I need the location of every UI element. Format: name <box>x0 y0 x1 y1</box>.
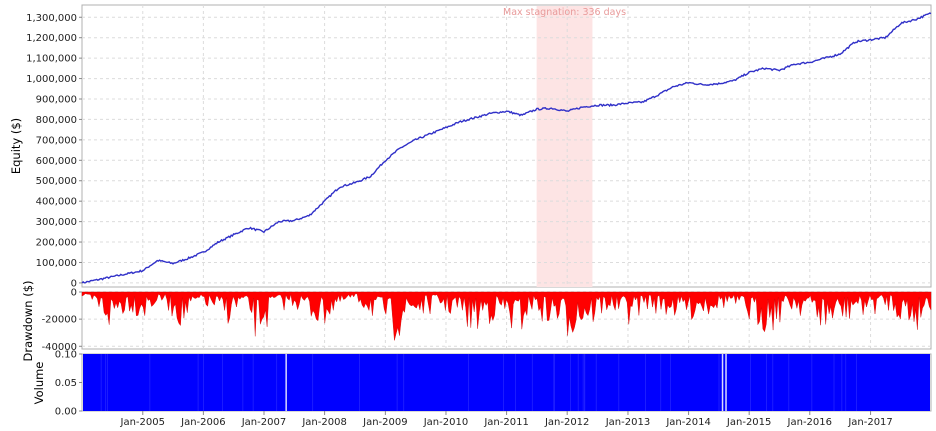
equity-tick-label: 1,100,000 <box>26 54 77 65</box>
volume-gap <box>721 354 724 411</box>
x-tick-label: Jan-2005 <box>120 417 165 428</box>
volume-bar <box>83 354 930 411</box>
equity-line <box>81 12 932 284</box>
equity-tick-label: 100,000 <box>36 258 77 269</box>
x-tick-label: Jan-2012 <box>544 417 589 428</box>
volume-tick-label: 0.05 <box>55 378 77 389</box>
drawdown-tick-label: -40000 <box>42 342 77 353</box>
x-tick-label: Jan-2008 <box>301 417 346 428</box>
x-tick-label: Jan-2013 <box>605 417 650 428</box>
volume-tick-label: 0.10 <box>55 350 77 361</box>
equity-tick-label: 1,000,000 <box>26 74 77 85</box>
x-tick-label: Jan-2017 <box>847 417 892 428</box>
equity-tick-label: 400,000 <box>36 197 77 208</box>
stagnation-annotation: Max stagnation: 336 days <box>503 7 626 18</box>
drawdown-axis-title: Drawdown ($) <box>21 280 35 361</box>
drawdown-tick-label: 0 <box>71 288 77 299</box>
equity-tick-label: 500,000 <box>36 176 77 187</box>
equity-tick-label: 200,000 <box>36 238 77 249</box>
volume-gap <box>285 354 287 411</box>
equity-tick-label: 600,000 <box>36 156 77 167</box>
volume-gap <box>725 354 727 411</box>
x-tick-label: Jan-2016 <box>787 417 832 428</box>
x-tick-label: Jan-2014 <box>665 417 710 428</box>
equity-tick-label: 800,000 <box>36 115 77 126</box>
x-tick-label: Jan-2010 <box>423 417 468 428</box>
volume-tick-label: 0.00 <box>55 407 77 418</box>
equity-tick-label: 700,000 <box>36 135 77 146</box>
x-tick-label: Jan-2007 <box>241 417 286 428</box>
equity-axis-title: Equity ($) <box>9 118 23 174</box>
equity-tick-label: 900,000 <box>36 95 77 106</box>
volume-axis-title: Volume <box>32 362 46 405</box>
x-tick-label: Jan-2006 <box>180 417 225 428</box>
x-tick-label: Jan-2015 <box>726 417 771 428</box>
x-tick-label: Jan-2011 <box>483 417 528 428</box>
equity-tick-label: 0 <box>71 278 77 289</box>
x-tick-label: Jan-2009 <box>362 417 407 428</box>
equity-tick-label: 1,300,000 <box>26 13 77 24</box>
stagnation-band <box>536 6 593 287</box>
drawdown-area <box>81 291 932 341</box>
equity-tick-label: 300,000 <box>36 217 77 228</box>
equity-tick-label: 1,200,000 <box>26 33 77 44</box>
drawdown-tick-label: -20000 <box>42 315 77 326</box>
